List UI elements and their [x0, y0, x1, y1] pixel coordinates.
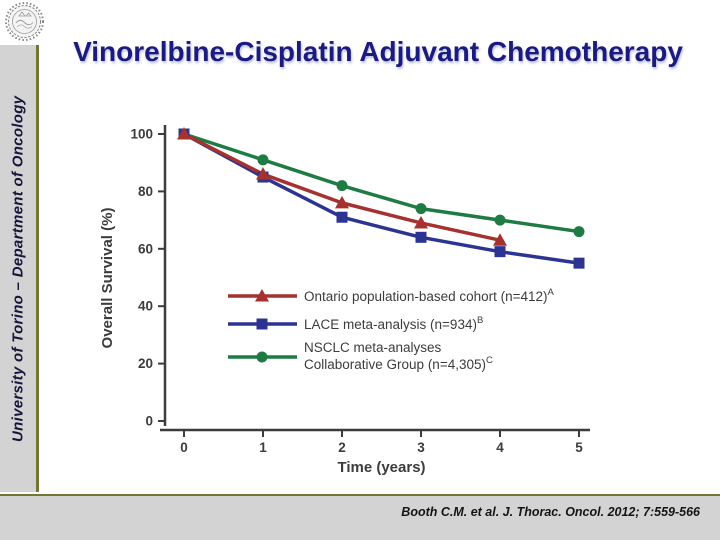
- svg-text:LACE meta-analysis (n=934)B: LACE meta-analysis (n=934)B: [304, 315, 483, 332]
- svg-text:0: 0: [180, 440, 188, 455]
- svg-text:40: 40: [138, 299, 153, 314]
- svg-text:3: 3: [417, 440, 425, 455]
- slide-title: Vinorelbine-Cisplatin Adjuvant Chemother…: [73, 36, 683, 67]
- svg-text:Ontario population-based cohor: Ontario population-based cohort (n=412)A: [304, 287, 555, 304]
- svg-text:100: 100: [130, 127, 153, 142]
- svg-text:NSCLC meta-analyses: NSCLC meta-analyses: [304, 340, 442, 355]
- survival-chart-svg: 0 20 40 60 80 100 0 1 2 3 4 5 Time (years) Overall Su…: [99, 125, 590, 476]
- svg-text:2: 2: [338, 440, 346, 455]
- svg-text:Collaborative Group (n=4,305)C: Collaborative Group (n=4,305)C: [304, 355, 493, 372]
- citation-text: Booth C.M. et al. J. Thorac. Oncol. 2012…: [401, 505, 700, 519]
- sidebar: University of Torino – Department of Onc…: [0, 45, 39, 492]
- svg-text:20: 20: [138, 356, 153, 371]
- svg-text:Overall Survival (%): Overall Survival (%): [99, 208, 116, 349]
- sidebar-affiliation-text: University of Torino – Department of Onc…: [9, 95, 27, 442]
- seal-icon: [5, 2, 44, 41]
- svg-text:Time (years): Time (years): [337, 459, 425, 476]
- svg-text:1: 1: [259, 440, 267, 455]
- svg-text:5: 5: [575, 440, 583, 455]
- survival-chart: 0 20 40 60 80 100 0 1 2 3 4 5 Time (years) Overall Su…: [95, 100, 625, 485]
- svg-text:60: 60: [138, 241, 153, 256]
- svg-text:0: 0: [145, 414, 153, 429]
- svg-text:4: 4: [496, 440, 504, 455]
- university-seal-logo: [4, 1, 45, 42]
- svg-text:80: 80: [138, 184, 153, 199]
- footer-bar: Booth C.M. et al. J. Thorac. Oncol. 2012…: [0, 494, 720, 540]
